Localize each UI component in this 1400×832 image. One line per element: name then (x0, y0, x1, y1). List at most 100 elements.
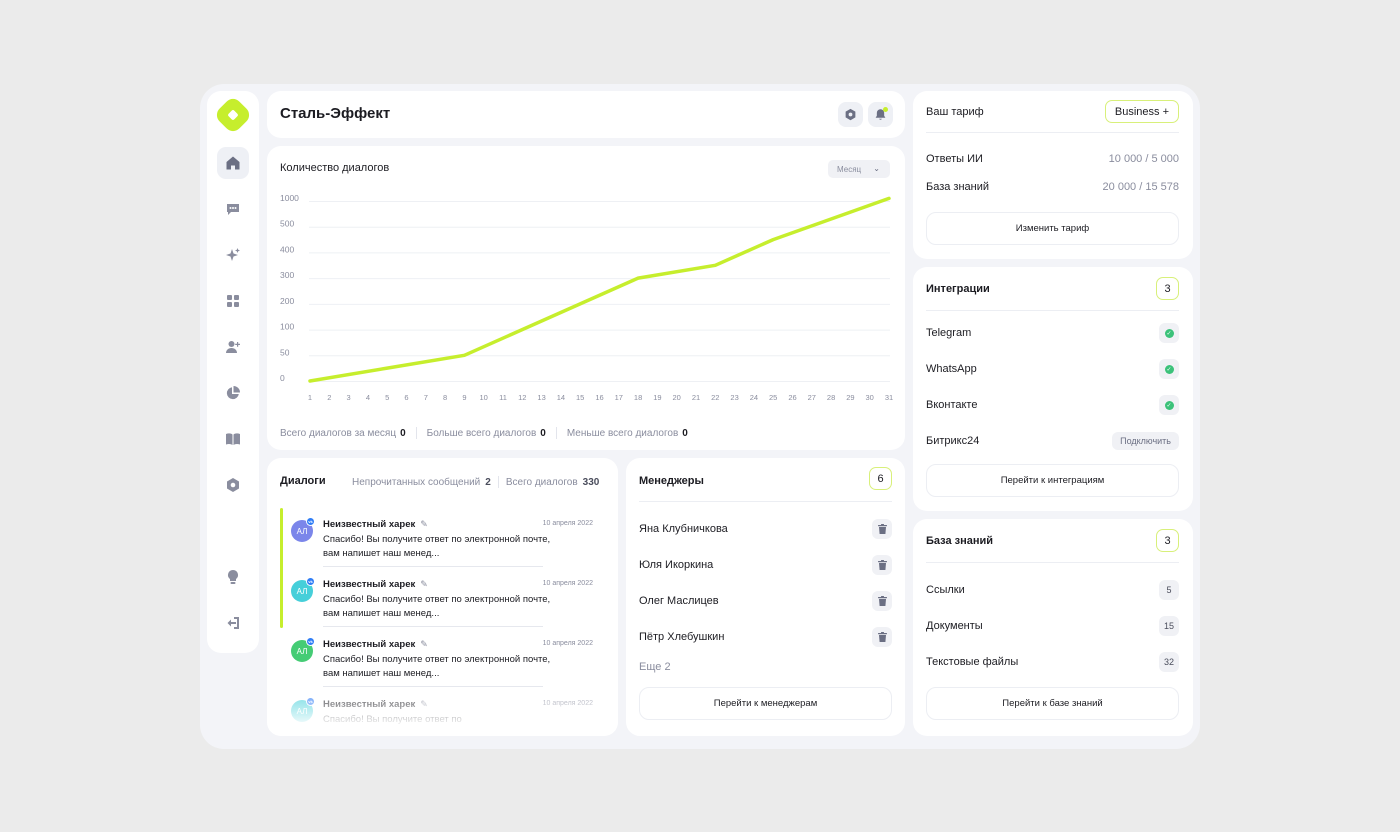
y-tick-label: 300 (280, 270, 294, 280)
knowledge-count: 15 (1159, 616, 1179, 636)
x-tick-label: 18 (634, 393, 642, 402)
chart-title: Количество диалогов (280, 162, 390, 174)
edit-icon[interactable]: ✎ (420, 639, 428, 649)
knowledge-count: 32 (1159, 652, 1179, 672)
y-tick-label: 500 (280, 219, 294, 229)
stat-value: 0 (682, 427, 688, 439)
go-to-managers-button[interactable]: Перейти к менеджерам (639, 687, 892, 720)
dialog-date: 10 апреля 2022 (542, 640, 593, 647)
managers-title: Менеджеры (639, 475, 704, 487)
delete-manager-button[interactable] (872, 555, 892, 575)
x-tick-label: 26 (788, 393, 796, 402)
x-tick-label: 23 (730, 393, 738, 402)
nav-ai[interactable] (217, 239, 249, 271)
dialog-date: 10 апреля 2022 (542, 520, 593, 527)
y-tick-label: 50 (280, 347, 290, 357)
dialog-name-text: Неизвестный харек (323, 519, 416, 530)
pie-chart-icon (226, 386, 240, 400)
connect-button[interactable]: Подключить (1112, 432, 1179, 450)
chat-icon (227, 204, 239, 215)
divider (926, 132, 1179, 133)
knowledge-row[interactable]: Ссылки 5 (926, 580, 1179, 600)
nav-home[interactable] (217, 147, 249, 179)
dialogs-title: Диалоги (280, 475, 326, 487)
integration-name: Telegram (926, 327, 972, 339)
check-icon: ✓ (1164, 328, 1174, 338)
home-icon (226, 156, 240, 170)
dialog-divider (323, 566, 543, 567)
knowledge-card: База знаний 3 Ссылки 5 Документы 15 Текстовы… (913, 519, 1193, 736)
integration-row: Telegram ✓ (926, 323, 1179, 343)
nav-logout[interactable] (217, 607, 249, 639)
x-tick-label: 22 (711, 393, 719, 402)
knowledge-count-badge: 3 (1156, 529, 1179, 552)
stat-label: Всего диалогов за месяц (280, 427, 397, 439)
x-tick-label: 30 (866, 393, 874, 402)
nav-settings[interactable] (217, 469, 249, 501)
x-tick-label: 14 (557, 393, 565, 402)
x-tick-label: 28 (827, 393, 835, 402)
manager-name: Олег Маслицев (639, 595, 719, 607)
integrations-count-badge: 3 (1156, 277, 1179, 300)
more-managers[interactable]: Еще 2 (639, 661, 671, 673)
bell-icon (875, 109, 886, 120)
manager-row: Олег Маслицев (639, 591, 892, 611)
nav-knowledge[interactable] (217, 423, 249, 455)
manager-name: Юля Икоркина (639, 559, 714, 571)
nav-tips[interactable] (217, 561, 249, 593)
notifications-button[interactable] (868, 102, 893, 127)
gear-icon (845, 108, 856, 121)
x-tick-label: 27 (808, 393, 816, 402)
y-tick-label: 0 (280, 373, 285, 383)
vk-icon: vk (306, 577, 315, 586)
delete-manager-button[interactable] (872, 519, 892, 539)
nav-users[interactable] (217, 331, 249, 363)
edit-icon[interactable]: ✎ (420, 579, 428, 589)
settings-icon (227, 478, 239, 492)
integrations-card: Интеграции 3 Telegram ✓ WhatsApp ✓ Вконтакте… (913, 267, 1193, 511)
plan-badge: Business + (1104, 100, 1179, 123)
stat-label: Больше всего диалогов (426, 427, 537, 439)
edit-icon[interactable]: ✎ (420, 519, 428, 529)
chevron-down-icon: ⌄ (873, 164, 880, 173)
knowledge-title: База знаний (926, 535, 994, 547)
x-tick-label: 24 (750, 393, 758, 402)
knowledge-row[interactable]: Документы 15 (926, 616, 1179, 636)
knowledge-name: Ссылки (926, 584, 965, 596)
sparkle-icon (226, 248, 240, 261)
dialogs-chart-card: Количество диалогов Месяц ⌄ 0 50 100 200 300… (267, 146, 905, 450)
delete-manager-button[interactable] (872, 627, 892, 647)
app-frame: Сталь-Эффект Количество диалогов Месяц ⌄… (200, 84, 1200, 749)
integration-name: Битрикс24 (926, 435, 980, 447)
nav-analytics[interactable] (217, 377, 249, 409)
manager-row: Юля Икоркина (639, 555, 892, 575)
dialog-name-text: Неизвестный харек (323, 579, 416, 590)
x-tick-label: 3 (347, 393, 351, 402)
settings-button[interactable] (838, 102, 863, 127)
sidebar (207, 91, 259, 653)
total-count: 330 (582, 476, 600, 488)
check-icon: ✓ (1164, 364, 1174, 374)
series-line (308, 196, 891, 383)
connected-status: ✓ (1159, 359, 1179, 379)
integration-name: Вконтакте (926, 399, 978, 411)
nav-apps[interactable] (217, 285, 249, 317)
change-tariff-button[interactable]: Изменить тариф (926, 212, 1179, 245)
integration-row: WhatsApp ✓ (926, 359, 1179, 379)
dialog-name-text: Неизвестный харек (323, 639, 416, 650)
go-to-knowledge-button[interactable]: Перейти к базе знаний (926, 687, 1179, 720)
manager-row: Яна Клубничкова (639, 519, 892, 539)
nav-chat[interactable] (217, 193, 249, 225)
knowledge-row[interactable]: Текстовые файлы 32 (926, 652, 1179, 672)
x-tick-label: 29 (846, 393, 854, 402)
go-to-integrations-button[interactable]: Перейти к интеграциям (926, 464, 1179, 497)
period-select[interactable]: Месяц ⌄ (828, 160, 890, 178)
knowledge-name: Текстовые файлы (926, 656, 1019, 668)
x-tick-label: 12 (518, 393, 526, 402)
logo[interactable] (213, 95, 253, 135)
delete-manager-button[interactable] (872, 591, 892, 611)
dialog-preview: Спасибо! Вы получите ответ по электронно… (323, 534, 551, 559)
